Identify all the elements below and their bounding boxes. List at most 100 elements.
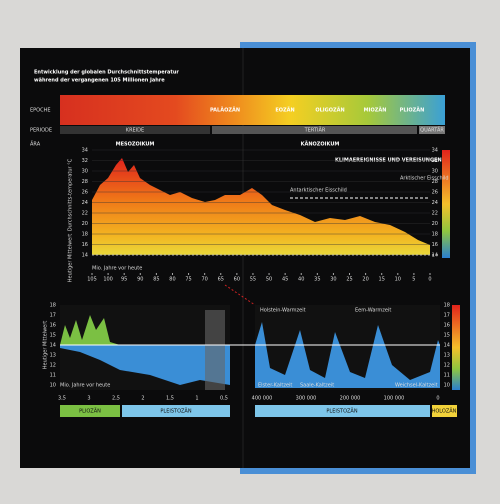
x-tick-label: 3: [87, 396, 90, 402]
x-tick-label: 10: [395, 277, 401, 283]
x-tick-label: 1: [195, 396, 198, 402]
x-tick-label: 85: [153, 277, 159, 283]
period-bar: [60, 126, 210, 134]
epoch-band: [60, 95, 445, 125]
ref-label: Heutiger Mittelwert: [43, 321, 49, 370]
warm-area: [60, 315, 230, 345]
y-tick-label: 13: [444, 353, 450, 359]
y-tick-label: 32: [432, 158, 438, 164]
x-tick-label: 20: [362, 277, 368, 283]
y-tick-label: 30: [82, 169, 88, 175]
y-tick-label: 10: [50, 383, 56, 389]
x-tick-label: 105: [87, 277, 97, 283]
x-tick-label: 0,5: [220, 396, 228, 402]
x-tick-label: 2: [141, 396, 144, 402]
epoch: MIOZÄN: [364, 107, 387, 114]
y-tick-label: 22: [82, 211, 88, 217]
y-tick-label: 15: [444, 333, 450, 339]
y-tick-label: 32: [82, 158, 88, 164]
ref-label: Heutiger Mittelwert: [68, 234, 74, 283]
x-tick-label: 25: [346, 277, 352, 283]
epoch: EOZÄN: [275, 107, 294, 114]
epoch: PALÄOZÄN: [210, 107, 240, 114]
y-tick-label: 26: [82, 190, 88, 196]
y-tick-label: 14: [50, 343, 56, 349]
annotation: Arktischer Eisschild: [400, 176, 449, 182]
y-tick-label: 14: [432, 253, 438, 259]
title: Entwicklung der globalen Durchschnittste…: [34, 70, 179, 76]
x-tick-label: 5: [412, 277, 415, 283]
y-tick-label: 15: [50, 333, 56, 339]
row-label: EPOCHE: [30, 108, 51, 114]
x-tick-label: 100: [103, 277, 113, 283]
y-tick-label: 34: [82, 148, 88, 154]
x-tick-label: 90: [137, 277, 143, 283]
y-tick-label: 14: [444, 343, 450, 349]
y-tick-label: 17: [50, 313, 56, 319]
cold-area: [60, 345, 230, 385]
cold-period: Elster-Kaltzeit: [258, 383, 292, 389]
epoch: PLIOZÄN: [79, 408, 101, 415]
cold-area: [255, 322, 440, 388]
x-tick-label: 15: [379, 277, 385, 283]
period: QUARTÄR: [420, 127, 444, 134]
y-tick-label: 24: [82, 200, 88, 206]
y-tick-label: 18: [82, 232, 88, 238]
epoch-bar: [255, 405, 430, 417]
period: KREIDE: [126, 128, 144, 134]
zoom-window: [205, 310, 225, 390]
x-tick-label: 95: [121, 277, 127, 283]
title: während der vergangenen 105 Millionen Ja…: [34, 78, 165, 84]
epoch-bar: [60, 405, 120, 417]
y-tick-label: 24: [432, 200, 438, 206]
x-tick-label: 55: [250, 277, 256, 283]
y-tick-label: 12: [444, 363, 450, 369]
y-tick-label: 16: [50, 323, 56, 329]
y-tick-label: 16: [444, 323, 450, 329]
cold-period: Saale-Kaltzeit: [300, 383, 334, 389]
x-tick-label: 65: [218, 277, 224, 283]
y-tick-label: 20: [432, 221, 438, 227]
y-tick-label: 12: [50, 363, 56, 369]
y-tick-label: 28: [82, 179, 88, 185]
y-tick-label: 34: [432, 148, 438, 154]
x-tick-label: 35: [314, 277, 320, 283]
x-tick-label: 40: [298, 277, 304, 283]
y-tick-label: 28: [432, 179, 438, 185]
temperature-area: [92, 158, 430, 255]
x-tick-label: 400 000: [252, 396, 273, 402]
y-tick-label: 30: [432, 169, 438, 175]
x-tick-label: 80: [169, 277, 175, 283]
y-tick-label: 10: [444, 383, 450, 389]
y-tick-label: 18: [444, 303, 450, 309]
epoch-bar: [122, 405, 230, 417]
x-tick-label: 0: [436, 396, 439, 402]
color-scale: [452, 305, 460, 390]
y-tick-label: 22: [432, 211, 438, 217]
epoch: PLEISTOZÄN: [160, 408, 191, 415]
x-tick-label: 30: [330, 277, 336, 283]
epoch: HOLOZÄN: [432, 408, 457, 415]
epoch: PLEISTOZÄN: [326, 408, 357, 415]
epoch: OLIGOZÄN: [315, 107, 344, 114]
y-tick-label: 26: [432, 190, 438, 196]
period-bar: [419, 126, 445, 134]
x-tick-label: 70: [201, 277, 207, 283]
x-tick-label: 100 000: [384, 396, 405, 402]
y-tick-label: 11: [50, 373, 56, 379]
period-bar: [212, 126, 417, 134]
x-label: Mio. Jahre vor heute: [60, 383, 110, 389]
y-tick-label: 18: [432, 232, 438, 238]
x-tick-label: 300 000: [296, 396, 317, 402]
x-tick-label: 50: [266, 277, 272, 283]
y-tick-label: 18: [50, 303, 56, 309]
y-tick-label: 11: [444, 373, 450, 379]
x-tick-label: 45: [282, 277, 288, 283]
x-label: Mio. Jahre vor heute: [92, 266, 142, 272]
epoch-bar: [432, 405, 457, 417]
era: KÄNOZOIKUM: [301, 141, 340, 148]
y-tick-label: 16: [432, 242, 438, 248]
period: TERTIÄR: [304, 127, 326, 134]
